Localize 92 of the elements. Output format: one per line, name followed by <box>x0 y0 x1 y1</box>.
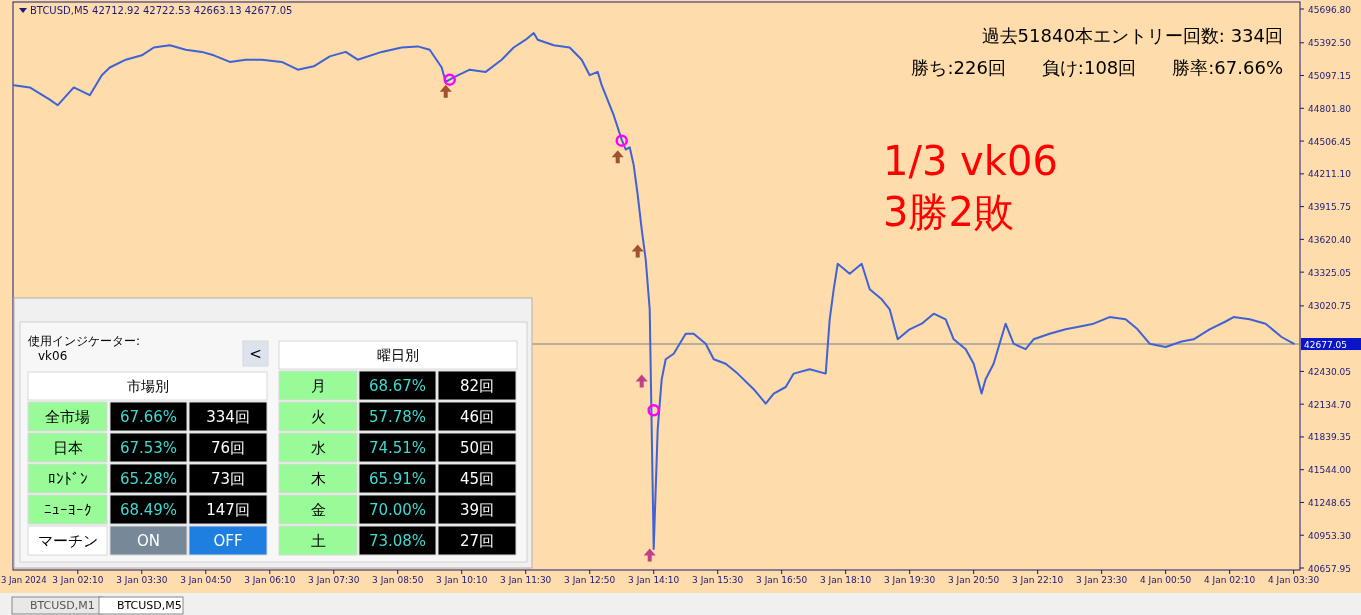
annotation: 67.53% <box>119 438 178 457</box>
annotation: < <box>249 344 262 363</box>
x-tick-label: 3 Jan 10:10 <box>436 575 488 585</box>
annotation: 27回 <box>459 531 495 550</box>
point <box>635 374 648 388</box>
annotation: 過去51840本エントリー回数: 334回 <box>981 25 1283 46</box>
x-tick-label: 3 Jan 12:50 <box>564 575 616 585</box>
x-tick-label: 3 Jan 11:30 <box>500 575 552 585</box>
y-tick-label: 40657.95 <box>1308 563 1351 574</box>
annotation: ﾛﾝﾄﾞﾝ <box>47 469 88 488</box>
annotation: 45回 <box>459 469 495 488</box>
annotation: ﾆｭｰﾖｰｸ <box>43 500 92 519</box>
annotation: 73.08% <box>368 531 427 550</box>
point <box>631 244 644 258</box>
annotation: 67.66% <box>119 407 178 426</box>
annotation: 土 <box>310 531 326 550</box>
annotation: 曜日別 <box>377 347 419 364</box>
ref-line-label: 42677.05 <box>1304 339 1347 350</box>
y-tick-label: 44506.45 <box>1308 136 1351 147</box>
annotation: 65.28% <box>119 469 178 488</box>
y-tick-label: 43325.05 <box>1308 267 1351 278</box>
annotation: 1/3 vk06 <box>883 138 1058 184</box>
annotation: 70.00% <box>368 500 427 519</box>
x-tick-label: 3 Jan 20:50 <box>948 575 1000 585</box>
annotation: 334回 <box>206 407 250 426</box>
annotation: 46回 <box>459 407 495 426</box>
y-tick-label: 42134.70 <box>1308 399 1352 410</box>
x-tick-label: 3 Jan 14:10 <box>628 575 680 585</box>
y-tick-label: 43620.40 <box>1308 234 1352 245</box>
point <box>443 73 456 86</box>
annotation: 水 <box>310 438 326 457</box>
text: BTCUSD,M1 <box>30 599 95 612</box>
annotation: 市場別 <box>126 378 169 395</box>
annotation: 50回 <box>459 438 495 457</box>
x-tick-label: 3 Jan 04:50 <box>180 575 232 585</box>
annotation: 木 <box>310 469 326 488</box>
x-tick-label: 3 Jan 07:30 <box>308 575 360 585</box>
x-tick-label: 3 Jan 03:30 <box>116 575 168 585</box>
y-tick-label: 42430.05 <box>1308 366 1351 377</box>
annotation: BTCUSD,M5 42712.92 42722.53 42663.13 42677.05 <box>30 5 293 16</box>
x-tick-label: 3 Jan 02:10 <box>52 575 104 585</box>
annotation: 全市場 <box>45 407 90 426</box>
y-tick-label: 43915.75 <box>1308 202 1351 213</box>
x-tick-label: 3 Jan 15:30 <box>692 575 744 585</box>
x-tick-label: 4 Jan 00:50 <box>1139 575 1192 585</box>
text: BTCUSD,M5 <box>117 599 182 612</box>
x-tick-label: 3 Jan 18:10 <box>820 575 872 585</box>
annotation: 76回 <box>210 438 246 457</box>
point <box>647 404 660 417</box>
text: 3 Jan 2024 <box>1 575 47 585</box>
point <box>643 548 656 562</box>
point <box>615 134 628 147</box>
x-tick-label: 3 Jan 06:10 <box>244 575 296 585</box>
y-tick-label: 45696.80 <box>1308 4 1352 15</box>
annotation: 147回 <box>206 500 250 519</box>
x-tick-label: 3 Jan 22:10 <box>1012 575 1064 585</box>
y-tick-label: 44211.10 <box>1308 169 1352 180</box>
annotation: 金 <box>310 500 326 519</box>
y-tick-label: 41544.00 <box>1308 465 1352 476</box>
annotation: 使用インジケーター: <box>28 334 141 348</box>
annotation: 73回 <box>210 469 246 488</box>
annotation: 月 <box>310 376 326 395</box>
annotation: マーチン <box>37 531 98 550</box>
annotation: 57.78% <box>368 407 427 426</box>
x-tick-label: 3 Jan 19:30 <box>884 575 936 585</box>
annotation: 65.91% <box>368 469 427 488</box>
annotation: OFF <box>213 531 243 550</box>
x-tick-label: 3 Jan 16:50 <box>756 575 808 585</box>
annotation: vk06 <box>38 349 68 363</box>
annotation: 82回 <box>459 376 495 395</box>
y-tick-label: 43020.75 <box>1308 301 1351 312</box>
annotation: 74.51% <box>368 438 427 457</box>
annotation: 勝ち:226回 負け:108回 勝率:67.66% <box>911 57 1283 78</box>
annotation: 日本 <box>52 438 83 457</box>
annotation: 68.49% <box>119 500 178 519</box>
x-tick-label: 3 Jan 23:30 <box>1076 575 1128 585</box>
annotation: 3勝2敗 <box>883 189 1014 235</box>
x-tick-label: 4 Jan 02:10 <box>1203 575 1256 585</box>
annotation: 39回 <box>459 500 495 519</box>
annotation: 68.67% <box>368 376 427 395</box>
annotation: 火 <box>310 407 326 426</box>
annotation: ON <box>136 531 161 550</box>
y-tick-label: 41248.65 <box>1308 497 1351 508</box>
y-tick-label: 45097.15 <box>1308 71 1351 82</box>
x-tick-label: 4 Jan 03:30 <box>1267 575 1320 585</box>
y-tick-label: 41839.35 <box>1308 432 1351 443</box>
y-tick-label: 44801.80 <box>1308 103 1352 114</box>
y-tick-label: 45392.50 <box>1308 38 1352 49</box>
point <box>611 150 624 164</box>
x-tick-label: 3 Jan 08:50 <box>372 575 424 585</box>
y-tick-label: 40953.30 <box>1308 530 1352 541</box>
point <box>439 84 452 98</box>
